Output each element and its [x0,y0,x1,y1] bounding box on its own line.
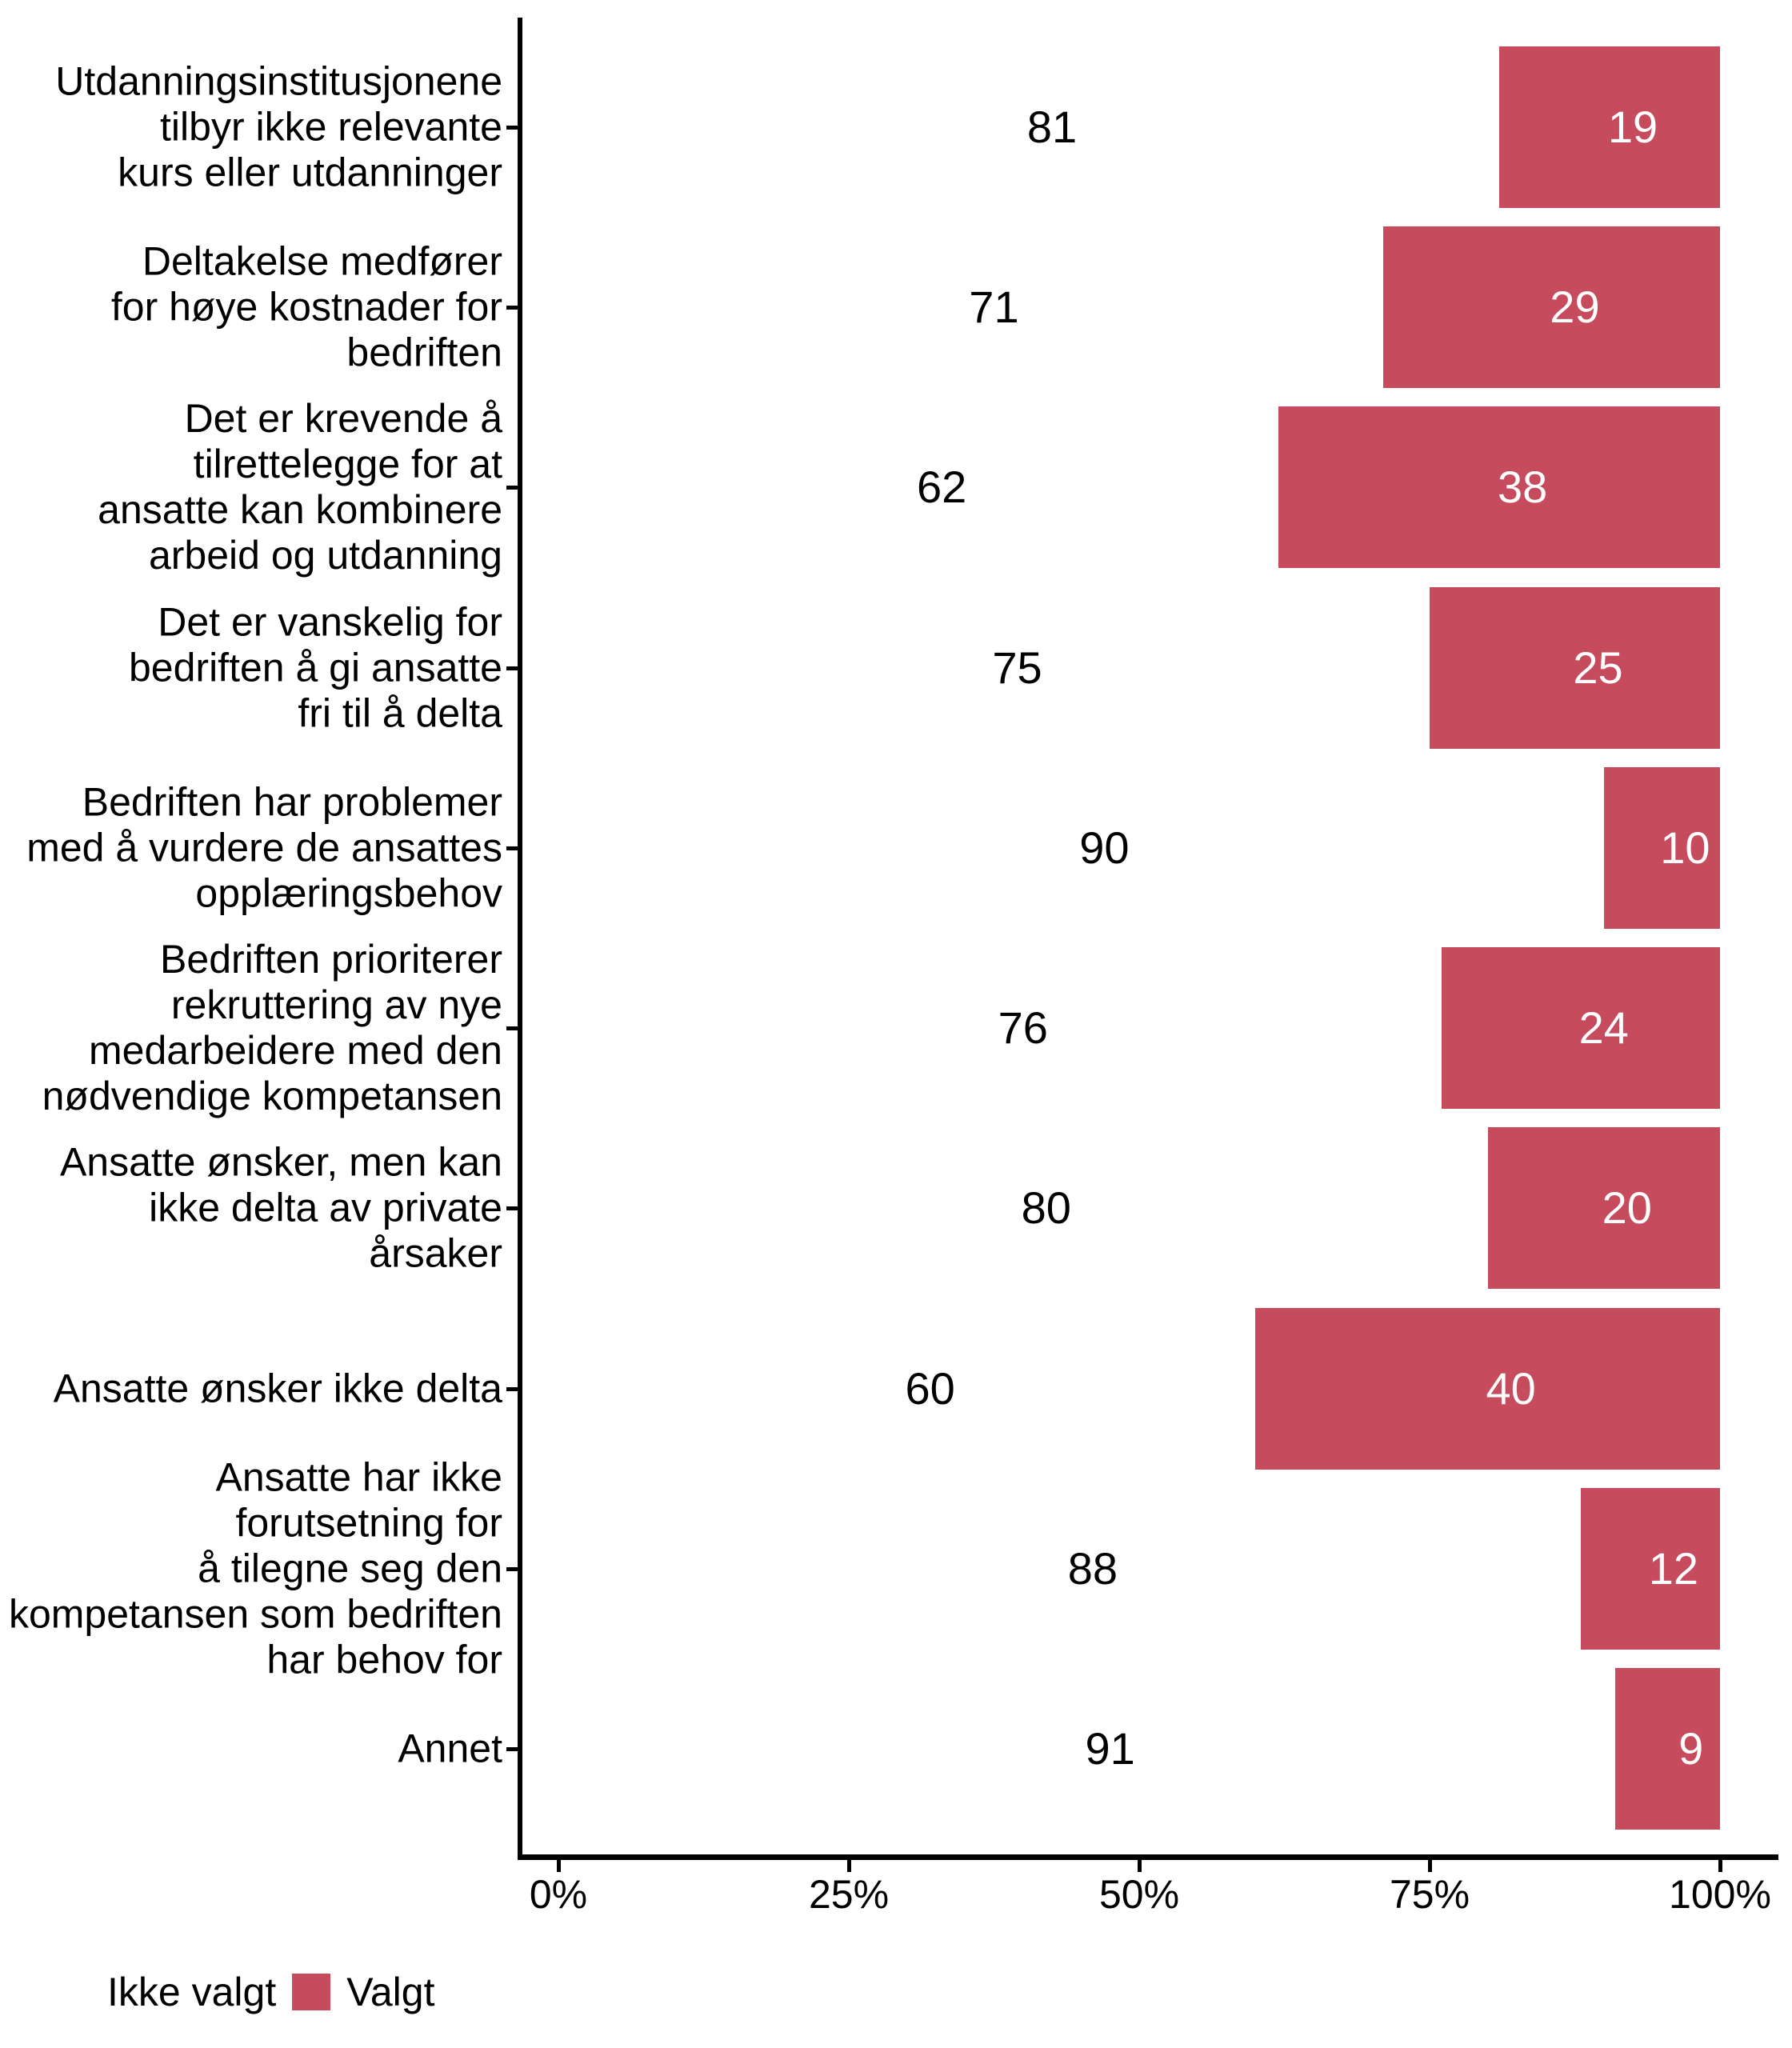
x-axis-tick [1428,1860,1432,1872]
category-label: Det er vanskelig for bedriften å gi ansa… [129,599,502,736]
bar-segment-valgt [1615,1668,1720,1830]
value-label-valgt: 20 [1602,1182,1652,1233]
x-axis-tick [847,1860,851,1872]
bar-segment-valgt [1255,1308,1720,1470]
y-axis-tick [506,306,518,310]
value-label-ikke-valgt: 88 [1067,1543,1118,1594]
x-axis-tick-label: 0% [529,1872,588,1917]
x-axis-tick-label: 75% [1389,1872,1470,1917]
bar-segment-valgt [1441,947,1720,1109]
value-label-valgt: 19 [1607,102,1658,152]
value-label-ikke-valgt: 62 [916,462,967,512]
category-label: Ansatte ønsker ikke delta [53,1366,502,1411]
value-label-ikke-valgt: 60 [905,1363,955,1414]
bar-segment-valgt [1603,767,1720,929]
bar-segment-valgt [1487,1127,1720,1289]
x-axis-tick-label: 50% [1098,1872,1180,1917]
y-axis-tick [506,1387,518,1391]
value-label-valgt: 25 [1573,642,1623,693]
category-label: Bedriften prioriterer rekruttering av ny… [42,937,502,1118]
bar-segment-valgt [1580,1488,1720,1650]
category-label: Ansatte ønsker, men kan ikke delta av pr… [59,1139,502,1276]
value-label-ikke-valgt: 76 [998,1002,1048,1053]
y-axis-tick [506,1567,518,1571]
bar-segment-valgt [1430,587,1720,749]
value-label-valgt: 9 [1678,1723,1704,1774]
y-axis-tick [506,846,518,850]
value-label-ikke-valgt: 81 [1026,102,1078,152]
y-axis-tick [506,666,518,670]
value-label-ikke-valgt: 80 [1021,1182,1071,1233]
value-label-valgt: 10 [1660,822,1710,873]
y-axis-tick [506,126,518,130]
value-label-ikke-valgt: 75 [992,642,1042,693]
value-label-valgt: 12 [1648,1543,1699,1594]
y-axis-tick [506,1026,518,1030]
legend-key-ikke-valgt [53,1974,91,2010]
x-axis-tick-label: 100% [1669,1872,1771,1917]
y-axis-tick [506,1747,518,1751]
value-label-valgt: 29 [1550,282,1600,332]
legend-key-valgt [292,1974,331,2010]
x-axis-tick [557,1860,561,1872]
legend-label-valgt: Valgt [346,1970,435,2014]
bar-segment-valgt [1382,226,1720,388]
category-label: Utdanningsinstitusjonene tilbyr ikke rel… [55,58,502,195]
legend: Ikke valgt Valgt [53,1970,434,2014]
category-label: Deltakelse medfører for høye kostnader f… [110,238,502,375]
x-axis-line [518,1854,1778,1860]
y-axis-tick [506,1206,518,1210]
x-axis-tick-label: 25% [808,1872,890,1917]
bar-segment-valgt [1278,406,1720,568]
x-axis-tick [1718,1860,1722,1872]
legend-label-ikke-valgt: Ikke valgt [107,1970,277,2014]
x-axis-tick [1138,1860,1142,1872]
y-axis-line [518,18,522,1860]
value-label-ikke-valgt: 71 [969,282,1019,332]
category-label: Ansatte har ikke forutsetning for å tile… [8,1454,502,1682]
value-label-ikke-valgt: 90 [1079,822,1130,873]
bar-segment-valgt [1499,46,1720,208]
value-label-ikke-valgt: 91 [1085,1723,1135,1774]
category-label: Bedriften har problemer med å vurdere de… [26,779,502,916]
category-label: Annet [398,1726,502,1771]
value-label-valgt: 40 [1486,1363,1536,1414]
y-axis-tick [506,486,518,490]
value-label-valgt: 38 [1497,462,1548,512]
category-label: Det er krevende å tilrettelegge for at a… [98,396,502,578]
value-label-valgt: 24 [1578,1002,1629,1053]
